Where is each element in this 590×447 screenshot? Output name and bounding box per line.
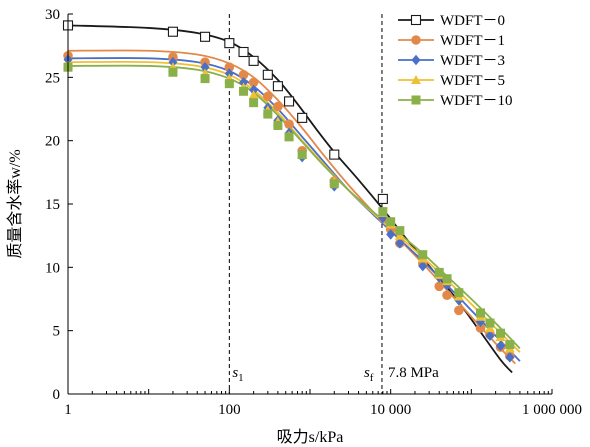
series-0-point: [272, 81, 283, 92]
series-2-point: [485, 330, 495, 342]
series-4-point: [239, 86, 249, 96]
data-points: [62, 20, 515, 363]
legend: WDFT－0 WDFT－1 WDFT－3 WDFT－5 WDFT－10: [398, 13, 513, 109]
reference-line-label: s1: [232, 365, 243, 384]
series-4-point: [297, 150, 307, 160]
series-1-point: [434, 281, 445, 292]
legend-label: WDFT－10: [440, 93, 513, 109]
series-4-point: [284, 132, 294, 142]
series-0-point: [238, 46, 249, 58]
series-4-point: [496, 328, 506, 338]
series-4-point: [395, 226, 405, 236]
series-4-point: [505, 340, 515, 350]
series-0-point: [262, 69, 273, 80]
series-1-point: [248, 77, 259, 88]
series-1-point: [284, 119, 294, 129]
legend-label: WDFT－5: [440, 73, 505, 89]
series-4-point: [378, 207, 388, 217]
series-1-point: [454, 305, 464, 316]
series-2-point: [378, 212, 388, 224]
series-2-point: [418, 260, 428, 272]
series-2-point: [386, 229, 396, 240]
x-tick-label: 1 000 000: [522, 402, 582, 418]
series-0-point: [167, 26, 178, 37]
series-1-point: [263, 91, 273, 102]
series-2-point: [395, 237, 405, 249]
y-axis-title: 质量含水率w/%: [6, 149, 24, 258]
series-1-point: [238, 70, 249, 80]
series-4-point: [386, 217, 396, 227]
series-0-point: [224, 38, 235, 49]
series-4-point: [273, 120, 283, 130]
series-3-point: [248, 90, 259, 100]
series-4-point: [200, 74, 210, 84]
series-2-point: [200, 61, 210, 73]
legend-label: WDFT－3: [440, 53, 505, 69]
reference-line-label: sf: [364, 365, 374, 384]
series-2-point: [496, 340, 506, 352]
series-0-point: [200, 31, 211, 42]
reference-lines: s1 sf: [228, 14, 383, 394]
legend-marker: [411, 35, 421, 45]
series-4-point: [442, 274, 452, 284]
series-0-point: [297, 112, 308, 123]
series-0-point: [248, 55, 259, 66]
y-tick-label: 0: [53, 387, 61, 403]
series-1-point: [224, 62, 235, 72]
series-2-point: [224, 68, 234, 79]
series-4-point: [168, 67, 178, 77]
legend-label: WDFT－0: [440, 13, 505, 29]
series-1-point: [273, 101, 283, 112]
series-0-point: [377, 193, 388, 204]
y-tick-label: 5: [53, 324, 61, 340]
series-4-point: [434, 267, 444, 277]
series-4-point: [418, 250, 428, 260]
series-2-point: [239, 77, 249, 88]
axes: 0 5 10 15 20 25 30 1 100 10 000 1 000 000: [45, 7, 582, 418]
series-4-point: [329, 179, 339, 189]
legend-marker: [411, 75, 421, 84]
x-tick-label: 100: [218, 402, 241, 418]
legend-label: WDFT－1: [440, 33, 505, 49]
annotations: 7.8 MPa: [388, 365, 439, 381]
legend-marker: [411, 95, 421, 105]
series-0-point: [329, 149, 340, 160]
series-4-point: [224, 79, 234, 89]
series-4-point: [476, 308, 486, 318]
series-4-point: [249, 98, 259, 108]
y-tick-label: 15: [45, 197, 60, 213]
series-1-point: [475, 323, 486, 333]
y-tick-label: 25: [45, 70, 60, 86]
series-3-point: [484, 323, 495, 333]
series-0-point: [284, 96, 295, 107]
series-1-point: [442, 290, 452, 301]
x-tick-label: 1: [64, 402, 72, 418]
x-axis-title: 吸力s/kPa: [277, 428, 344, 446]
x-tick-label: 10 000: [370, 402, 411, 418]
y-tick-label: 20: [45, 134, 60, 150]
y-tick-label: 10: [45, 260, 60, 276]
legend-marker: [410, 14, 422, 26]
series-4-point: [263, 109, 273, 119]
series-2-point: [249, 84, 259, 96]
series-4-point: [454, 288, 464, 298]
annotation-text: 7.8 MPa: [388, 365, 439, 381]
series-2-point: [505, 351, 515, 363]
legend-marker: [411, 54, 421, 66]
series-3-point: [394, 230, 405, 240]
series-2-point: [168, 56, 178, 68]
series-4-point: [485, 318, 495, 328]
y-tick-label: 30: [45, 7, 60, 23]
